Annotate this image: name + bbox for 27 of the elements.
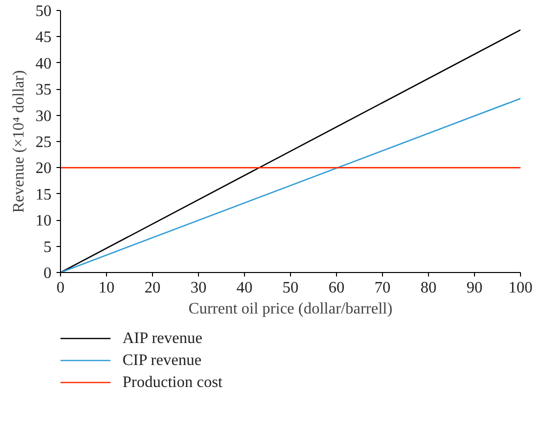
- y-tick-label: 50: [36, 3, 52, 20]
- x-tick-label: 90: [466, 280, 482, 296]
- x-tick-label: 50: [282, 280, 298, 296]
- y-tick-label: 10: [36, 212, 52, 230]
- y-tick-label: 0: [44, 265, 52, 282]
- x-tick-label: 30: [190, 280, 206, 296]
- y-tick-label: 40: [36, 55, 52, 72]
- y-tick-label: 20: [36, 160, 52, 178]
- x-tick-label: 20: [144, 280, 160, 296]
- x-tick-label: 70: [374, 280, 390, 296]
- x-tick-label: 40: [236, 280, 252, 296]
- y-tick-label: 35: [36, 82, 52, 99]
- y-tick-label: 25: [36, 134, 52, 151]
- x-tick-label: 60: [328, 280, 344, 296]
- legend-label: CIP revenue: [122, 352, 202, 369]
- x-tick-label: 10: [98, 280, 114, 296]
- y-tick-label: 45: [36, 29, 52, 46]
- x-tick-label: 0: [56, 280, 64, 296]
- y-tick-label: 5: [44, 238, 52, 256]
- x-tick-label: 80: [420, 280, 436, 296]
- x-tick-label: 100: [508, 280, 532, 296]
- y-tick-label: 15: [36, 186, 52, 204]
- y-axis-title: Revenue (×10⁴ dollar): [10, 70, 28, 213]
- legend-label: Production cost: [122, 374, 224, 391]
- y-tick-label: 30: [36, 108, 52, 125]
- x-axis-title: Current oil price (dollar/barrell): [188, 300, 392, 318]
- legend-label: AIP revenue: [122, 330, 202, 347]
